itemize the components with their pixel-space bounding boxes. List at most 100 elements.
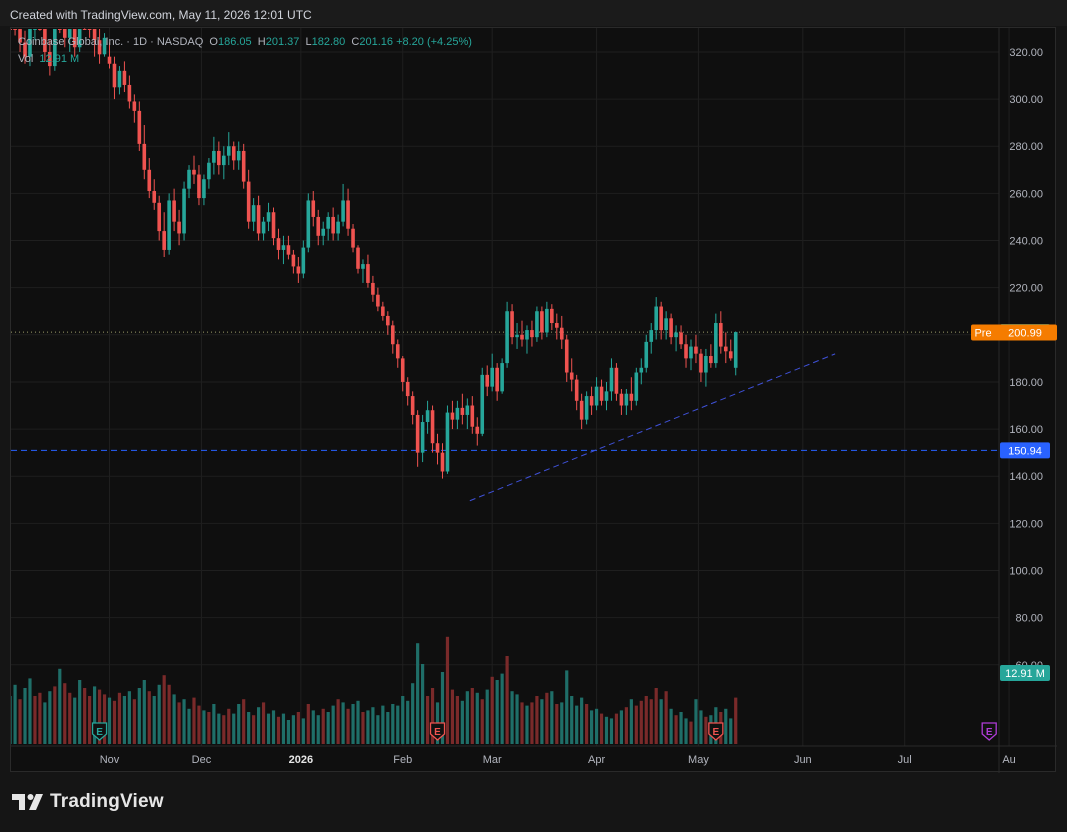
volume-bar bbox=[167, 684, 171, 744]
volume-bar bbox=[102, 694, 107, 744]
volume-bar bbox=[197, 705, 201, 744]
volume-bar bbox=[291, 715, 295, 744]
volume-bar bbox=[117, 692, 122, 744]
volume-bar bbox=[575, 705, 579, 744]
volume-bar bbox=[654, 688, 658, 744]
candle-body bbox=[361, 264, 365, 269]
candle-body bbox=[495, 367, 499, 392]
candle-body bbox=[500, 363, 504, 392]
volume-bar bbox=[689, 721, 693, 744]
candle-body bbox=[381, 306, 385, 316]
legend-separator: · bbox=[150, 36, 154, 48]
volume-bar bbox=[227, 708, 231, 744]
volume-bar bbox=[381, 705, 385, 744]
candle-body bbox=[410, 396, 415, 415]
volume-bar bbox=[28, 678, 32, 744]
volume-bar bbox=[13, 684, 17, 744]
price-chart[interactable]: 340.00320.00300.00280.00260.00240.00220.… bbox=[11, 28, 1057, 773]
volume-bar bbox=[266, 713, 271, 744]
candle-body bbox=[450, 412, 455, 420]
candle-body bbox=[465, 405, 470, 415]
volume-bar bbox=[58, 668, 62, 744]
volume-bar bbox=[147, 691, 151, 744]
earnings-marker[interactable]: E bbox=[981, 722, 997, 741]
candle-body bbox=[669, 318, 673, 338]
volume-bar bbox=[351, 704, 355, 744]
chart-panel[interactable]: 340.00320.00300.00280.00260.00240.00220.… bbox=[10, 27, 1057, 773]
candle-body bbox=[390, 325, 395, 345]
candle-body bbox=[197, 174, 201, 199]
candle-body bbox=[714, 323, 718, 364]
candle-body bbox=[38, 29, 42, 30]
volume-bar bbox=[271, 710, 276, 744]
candle-body bbox=[574, 379, 579, 401]
candle-body bbox=[485, 374, 490, 387]
low-value: 182.80 bbox=[311, 36, 346, 48]
candle-body bbox=[58, 29, 62, 30]
earnings-marker[interactable]: E bbox=[91, 722, 108, 741]
volume-bar bbox=[341, 702, 345, 744]
volume-bar bbox=[406, 700, 410, 744]
volume-bar bbox=[565, 670, 569, 744]
volume-bar bbox=[520, 702, 524, 744]
candle-body bbox=[23, 42, 27, 57]
candle-body bbox=[147, 169, 152, 192]
candle-body bbox=[212, 150, 216, 163]
candle-body bbox=[256, 205, 261, 234]
candle-body bbox=[276, 238, 281, 250]
earnings-marker[interactable]: E bbox=[708, 722, 724, 741]
volume-bar bbox=[331, 705, 335, 744]
candle-body bbox=[644, 341, 649, 368]
candle-body bbox=[142, 143, 147, 170]
volume-bar bbox=[247, 712, 251, 744]
volume-bar bbox=[142, 680, 146, 744]
candle-body bbox=[207, 162, 211, 180]
volume-bar bbox=[321, 708, 325, 744]
volume-bar bbox=[396, 705, 400, 744]
volume-bar bbox=[649, 699, 653, 744]
volume-bar bbox=[152, 696, 156, 744]
candle-body bbox=[326, 216, 330, 229]
volume-bar bbox=[530, 702, 534, 744]
candle-body bbox=[420, 422, 425, 453]
candle-body bbox=[395, 344, 400, 359]
volume-bar bbox=[416, 643, 420, 744]
candle-body bbox=[475, 426, 480, 434]
candle-body bbox=[127, 84, 132, 102]
candle-body bbox=[217, 150, 221, 166]
volume-bar bbox=[276, 716, 281, 744]
volume-bar bbox=[346, 708, 350, 744]
candle-body bbox=[11, 29, 12, 30]
x-tick-label: Feb bbox=[393, 754, 412, 766]
candle-body bbox=[356, 247, 360, 269]
volume-bar bbox=[232, 713, 236, 744]
x-tick-label: 2026 bbox=[289, 754, 313, 766]
candle-body bbox=[376, 294, 380, 307]
earnings-marker[interactable]: E bbox=[429, 722, 446, 741]
y-tick-label: 80.00 bbox=[1015, 613, 1043, 625]
volume-bar bbox=[366, 710, 370, 744]
candle-body bbox=[366, 264, 370, 283]
volume-bar bbox=[500, 673, 504, 744]
candle-body bbox=[609, 367, 614, 392]
x-tick-label: Dec bbox=[192, 754, 212, 766]
candle-body bbox=[445, 412, 450, 472]
volume-bar bbox=[242, 699, 246, 744]
candle-body bbox=[157, 202, 161, 232]
volume-bar bbox=[659, 699, 663, 744]
volume-bar bbox=[545, 692, 549, 744]
volume-bar bbox=[132, 699, 136, 744]
candle-body bbox=[172, 200, 176, 222]
candle-body bbox=[728, 351, 733, 359]
candle-body bbox=[555, 323, 559, 328]
volume-bar bbox=[296, 712, 300, 744]
volume-bar bbox=[570, 696, 574, 744]
volume-bar bbox=[599, 713, 604, 744]
candle-body bbox=[634, 372, 639, 401]
volume-bar bbox=[604, 716, 609, 744]
candle-body bbox=[167, 200, 171, 250]
close-label: C bbox=[351, 36, 360, 48]
volume-bar bbox=[361, 712, 365, 744]
y-tick-label: 180.00 bbox=[1009, 377, 1043, 389]
volume-bar bbox=[550, 691, 554, 744]
